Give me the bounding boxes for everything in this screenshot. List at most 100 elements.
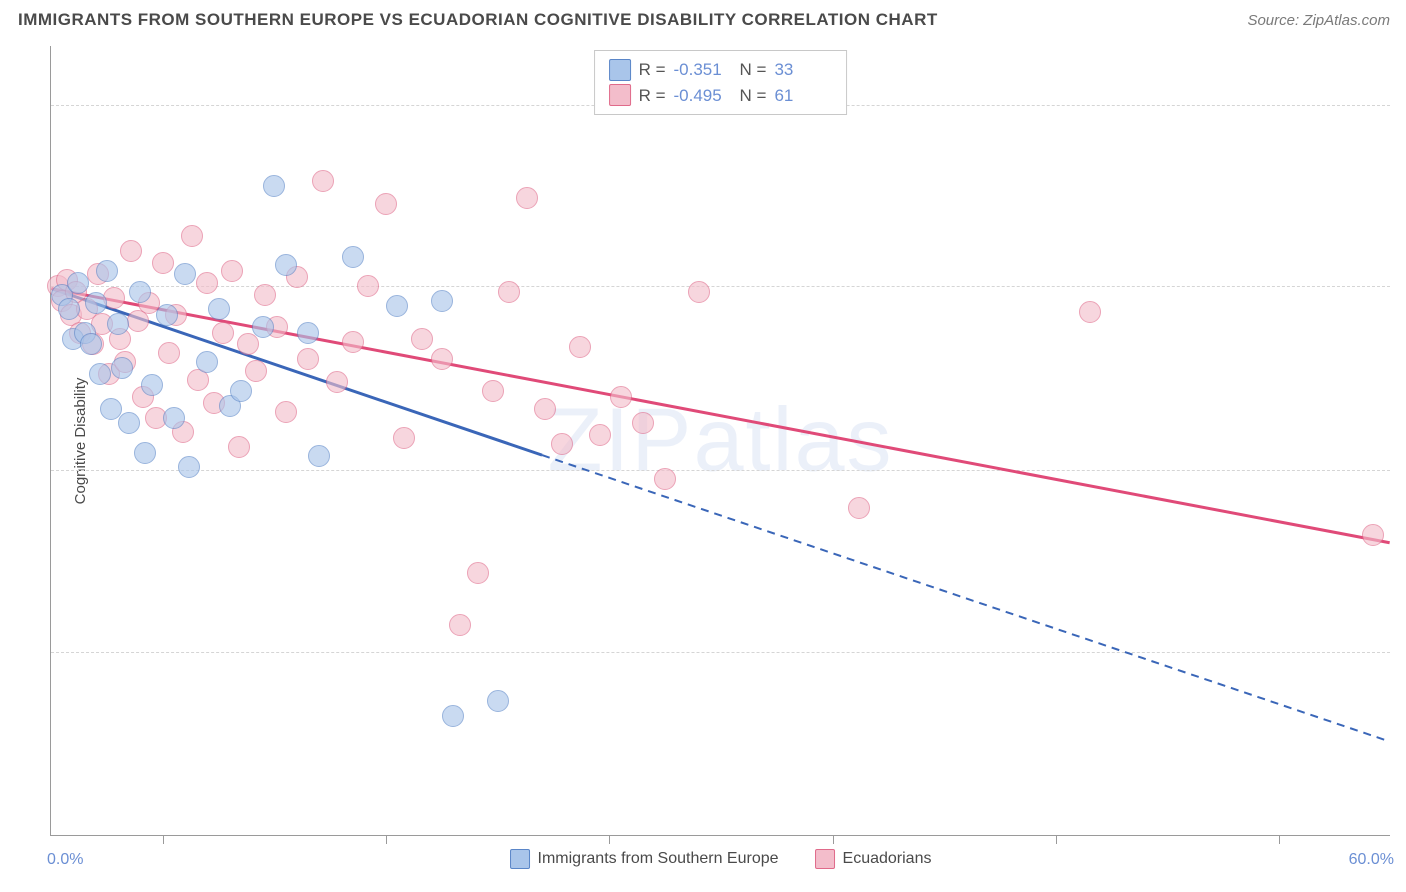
- data-point: [610, 386, 632, 408]
- data-point: [58, 298, 80, 320]
- legend-swatch-a: [510, 849, 530, 869]
- data-point: [393, 427, 415, 449]
- source-attribution: Source: ZipAtlas.com: [1247, 12, 1390, 29]
- data-point: [442, 705, 464, 727]
- data-point: [342, 246, 364, 268]
- data-point: [326, 371, 348, 393]
- data-point: [534, 398, 556, 420]
- data-point: [120, 240, 142, 262]
- data-point: [632, 412, 654, 434]
- data-point: [431, 348, 453, 370]
- data-point: [254, 284, 276, 306]
- data-point: [297, 348, 319, 370]
- data-point: [589, 424, 611, 446]
- chart-header: IMMIGRANTS FROM SOUTHERN EUROPE VS ECUAD…: [0, 0, 1406, 38]
- data-point: [275, 401, 297, 423]
- data-point: [221, 260, 243, 282]
- data-point: [80, 333, 102, 355]
- bottom-legend: Immigrants from Southern Europe Ecuadori…: [510, 849, 932, 869]
- n-value-a: 33: [774, 57, 832, 83]
- data-point: [141, 374, 163, 396]
- data-point: [174, 263, 196, 285]
- legend-swatch-b: [815, 849, 835, 869]
- r-value-a: -0.351: [674, 57, 732, 83]
- data-point: [449, 614, 471, 636]
- stats-row-series-b: R = -0.495 N = 61: [609, 83, 833, 109]
- x-tick: [386, 835, 387, 844]
- data-point: [129, 281, 151, 303]
- plot-area: Cognitive Disability ZIPatlas 6.3%12.5%1…: [50, 46, 1390, 836]
- stats-legend: R = -0.351 N = 33 R = -0.495 N = 61: [594, 50, 848, 115]
- data-point: [467, 562, 489, 584]
- data-point: [308, 445, 330, 467]
- data-point: [156, 304, 178, 326]
- data-point: [208, 298, 230, 320]
- data-point: [163, 407, 185, 429]
- n-value-b: 61: [774, 83, 832, 109]
- data-point: [89, 363, 111, 385]
- data-point: [551, 433, 573, 455]
- data-point: [1079, 301, 1101, 323]
- legend-item-series-b: Ecuadorians: [815, 849, 932, 869]
- data-point: [411, 328, 433, 350]
- legend-label-b: Ecuadorians: [843, 850, 932, 868]
- data-point: [85, 292, 107, 314]
- data-point: [569, 336, 591, 358]
- data-point: [312, 170, 334, 192]
- data-point: [487, 690, 509, 712]
- x-tick: [1279, 835, 1280, 844]
- data-point: [263, 175, 285, 197]
- y-tick-label: 25.0%: [1396, 97, 1406, 115]
- n-label: N =: [740, 83, 767, 109]
- chart-title: IMMIGRANTS FROM SOUTHERN EUROPE VS ECUAD…: [18, 10, 938, 30]
- data-point: [375, 193, 397, 215]
- y-tick-label: 6.3%: [1396, 644, 1406, 662]
- data-point: [252, 316, 274, 338]
- data-point: [134, 442, 156, 464]
- r-label: R =: [639, 57, 666, 83]
- x-tick: [609, 835, 610, 844]
- x-max-label: 60.0%: [1349, 851, 1394, 869]
- data-point: [96, 260, 118, 282]
- n-label: N =: [740, 57, 767, 83]
- data-point: [848, 497, 870, 519]
- data-point: [482, 380, 504, 402]
- legend-label-a: Immigrants from Southern Europe: [538, 850, 779, 868]
- data-point: [152, 252, 174, 274]
- data-point: [1362, 524, 1384, 546]
- legend-item-series-a: Immigrants from Southern Europe: [510, 849, 779, 869]
- swatch-series-b: [609, 84, 631, 106]
- data-point: [230, 380, 252, 402]
- data-point: [516, 187, 538, 209]
- data-point: [212, 322, 234, 344]
- data-point: [688, 281, 710, 303]
- data-point: [111, 357, 133, 379]
- data-point: [178, 456, 200, 478]
- r-value-b: -0.495: [674, 83, 732, 109]
- data-point: [297, 322, 319, 344]
- trend-line-dashed: [542, 455, 1390, 741]
- r-label: R =: [639, 83, 666, 109]
- swatch-series-a: [609, 59, 631, 81]
- stats-row-series-a: R = -0.351 N = 33: [609, 57, 833, 83]
- trend-lines-svg: [51, 46, 1390, 835]
- data-point: [158, 342, 180, 364]
- x-tick: [1056, 835, 1057, 844]
- data-point: [386, 295, 408, 317]
- x-tick: [163, 835, 164, 844]
- data-point: [654, 468, 676, 490]
- data-point: [118, 412, 140, 434]
- data-point: [237, 333, 259, 355]
- data-point: [67, 272, 89, 294]
- data-point: [228, 436, 250, 458]
- data-point: [431, 290, 453, 312]
- data-point: [196, 272, 218, 294]
- data-point: [342, 331, 364, 353]
- data-point: [275, 254, 297, 276]
- data-point: [498, 281, 520, 303]
- data-point: [245, 360, 267, 382]
- data-point: [181, 225, 203, 247]
- data-point: [357, 275, 379, 297]
- data-point: [107, 313, 129, 335]
- data-point: [196, 351, 218, 373]
